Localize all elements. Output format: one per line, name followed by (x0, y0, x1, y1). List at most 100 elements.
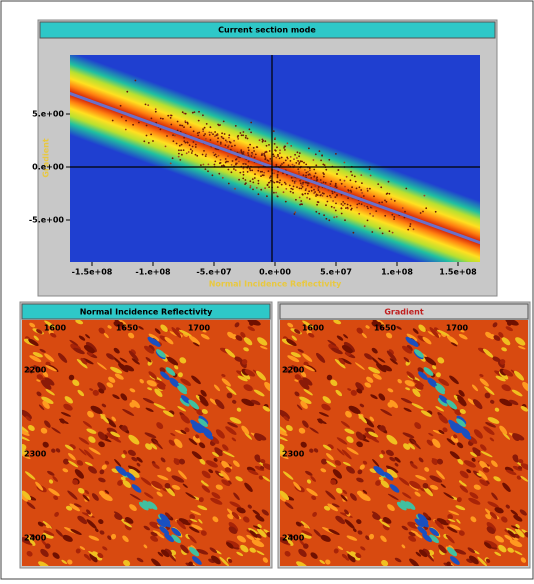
amplitude-blob (73, 503, 82, 508)
amplitude-blob (294, 329, 301, 334)
scatter-dot (289, 190, 292, 193)
amplitude-blob (368, 366, 381, 374)
amplitude-blob (431, 458, 438, 466)
scatter-dot (253, 150, 256, 152)
scatter-dot (282, 161, 285, 164)
amplitude-blob (88, 436, 96, 443)
scatter-dot (298, 161, 301, 164)
amplitude-blob (472, 399, 483, 410)
amplitude-blob (36, 329, 43, 334)
amplitude-blob (110, 533, 117, 540)
amplitude-blob (426, 439, 434, 446)
amplitude-blob (470, 451, 477, 457)
scatter-dot (289, 156, 292, 158)
scatter-dot (261, 174, 264, 177)
scatter-dot (242, 171, 245, 173)
scatter-dot (228, 140, 231, 143)
scatter-dot (182, 149, 185, 152)
scatter-dot (377, 183, 380, 186)
amplitude-blob (177, 406, 187, 412)
scatter-dot (245, 163, 247, 166)
amplitude-blob (420, 487, 426, 492)
amplitude-blob (312, 511, 317, 517)
amplitude-blob (368, 431, 379, 438)
amplitude-blob (103, 332, 109, 339)
amplitude-blob (484, 540, 498, 548)
amplitude-blob (196, 548, 209, 555)
scatter-dot (258, 139, 261, 142)
amplitude-blob (174, 438, 183, 448)
scatter-dot (434, 210, 437, 213)
scatter-dot (308, 147, 310, 150)
amplitude-blob (114, 458, 122, 467)
amplitude-blob (162, 410, 174, 417)
y-tick-label: 0.e+00 (32, 163, 64, 172)
amplitude-blob (140, 477, 152, 486)
amplitude-blob (72, 479, 79, 485)
scatter-dot (217, 137, 220, 140)
amplitude-blob (22, 444, 27, 450)
scatter-dot (299, 182, 302, 185)
amplitude-blob (334, 358, 346, 369)
amplitude-blob (266, 532, 270, 538)
scatter-dot (288, 184, 291, 187)
amplitude-blob (342, 461, 351, 466)
amplitude-blob (67, 559, 73, 565)
amplitude-blob (375, 480, 381, 486)
amplitude-blob (511, 389, 523, 397)
scatter-dot (237, 134, 240, 137)
amplitude-blob (524, 532, 528, 538)
amplitude-blob (472, 549, 480, 555)
amplitude-blob (432, 365, 437, 370)
amplitude-blob (112, 394, 120, 400)
amplitude-blob (454, 409, 462, 416)
scatter-dot (198, 131, 201, 134)
scatter-dot (313, 168, 316, 171)
amplitude-blob (62, 468, 69, 473)
scatter-dot (343, 161, 346, 164)
amplitude-blob (128, 332, 135, 339)
scatter-dot (174, 134, 176, 137)
amplitude-blob (466, 558, 474, 564)
amplitude-blob (150, 338, 161, 348)
amplitude-blob (188, 438, 198, 446)
scatter-dot (222, 120, 225, 123)
amplitude-blob (505, 469, 517, 476)
amplitude-blob (55, 448, 61, 453)
amplitude-blob (418, 549, 428, 558)
scatter-dot (203, 134, 205, 137)
amplitude-blob (209, 547, 218, 554)
scatter-dot (286, 173, 288, 176)
amplitude-blob (127, 465, 141, 473)
amplitude-blob (455, 505, 466, 511)
amplitude-blob (122, 408, 135, 416)
amplitude-blob (513, 514, 523, 522)
amplitude-blob (427, 379, 438, 388)
scatter-dot (260, 175, 262, 178)
amplitude-blob (104, 460, 110, 465)
amplitude-blob (510, 509, 519, 516)
amplitude-blob (50, 332, 57, 338)
amplitude-blob (449, 524, 461, 531)
amplitude-blob (422, 483, 429, 489)
amplitude-blob (214, 447, 223, 456)
scatter-dot (251, 153, 254, 155)
scatter-dot (384, 199, 386, 202)
amplitude-blob (231, 511, 240, 520)
scatter-dot (313, 188, 315, 191)
amplitude-blob (224, 467, 232, 473)
amplitude-blob (24, 471, 36, 480)
scatter-dot (290, 176, 293, 179)
scatter-dot (253, 177, 256, 179)
amplitude-blob (436, 329, 450, 337)
scatter-dot (224, 158, 227, 160)
scatter-dot (347, 189, 350, 191)
scatter-dot (219, 141, 222, 144)
y-tick-label: 2300 (282, 450, 305, 459)
scatter-dot (120, 116, 123, 118)
amplitude-blob (300, 400, 308, 409)
amplitude-blob (356, 441, 363, 448)
amplitude-blob (359, 464, 365, 470)
scatter-dot (170, 123, 173, 126)
amplitude-blob (284, 550, 291, 557)
